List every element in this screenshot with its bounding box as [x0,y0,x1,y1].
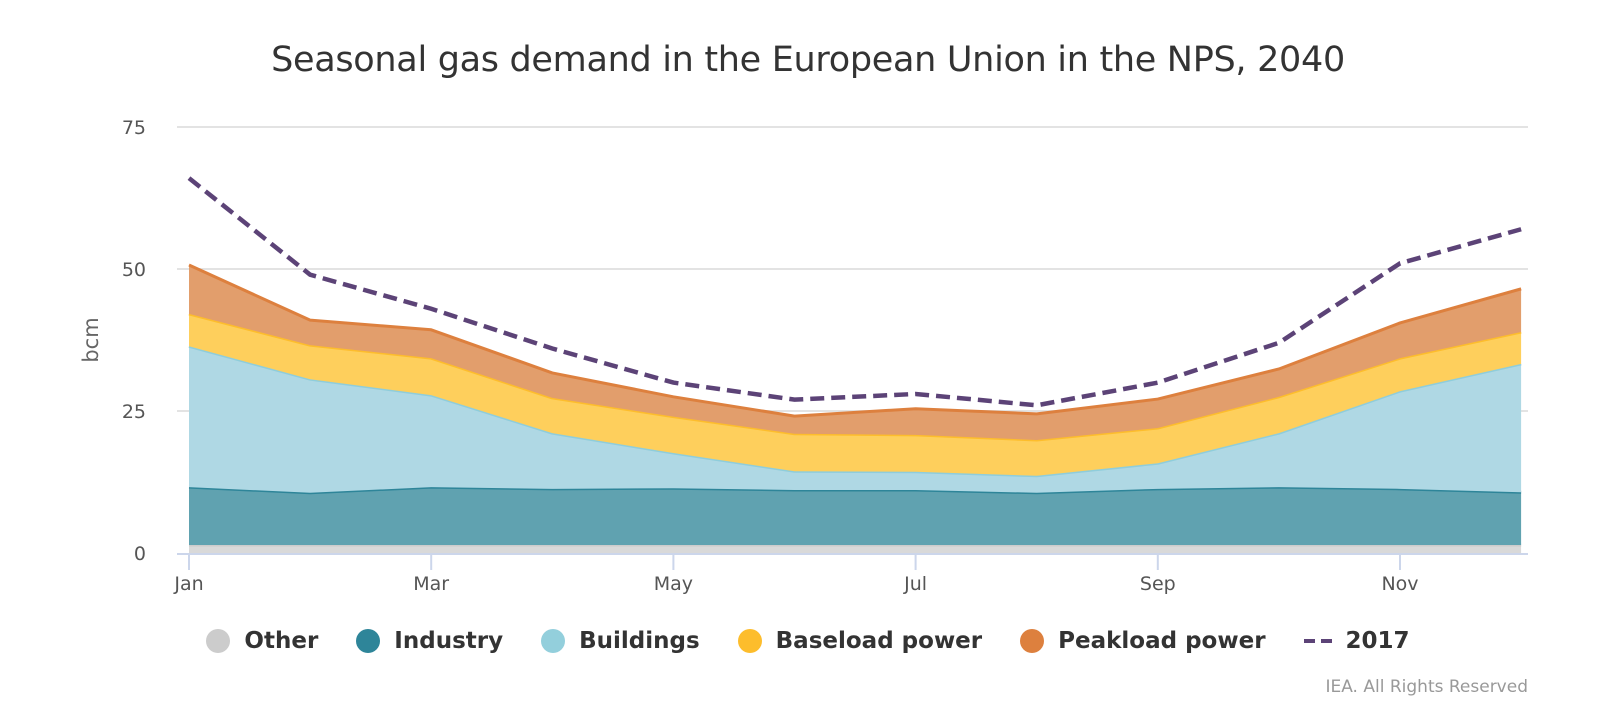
y-tick-label: 0 [134,543,146,565]
legend-marker-industry-icon [356,629,381,653]
credit-text: IEA. All Rights Reserved [1325,677,1528,697]
x-tick-label: May [654,573,693,595]
x-tick-label: Jul [903,573,927,595]
legend-item-2017[interactable]: 2017 [1303,628,1410,654]
legend-label: Buildings [579,628,700,654]
legend-item-peakload-power[interactable]: Peakload power [1020,628,1266,654]
y-axis-title: bcm [79,317,103,362]
legend-marker-buildings-icon [541,629,566,653]
legend-marker-dash-icon [1303,639,1332,643]
area-industry [189,487,1522,546]
y-tick-label: 75 [122,117,146,139]
y-tick-label: 50 [122,259,146,281]
legend-label: Baseload power [775,628,983,654]
legend-label: Peakload power [1058,628,1266,654]
area-baseload-power [189,313,1522,476]
line-series [187,176,1522,408]
x-tick-label: Nov [1381,573,1418,595]
area-edge-peakload-power [188,263,1522,418]
x-tick-label: Mar [413,573,449,595]
legend-item-other[interactable]: Other [206,628,318,654]
chart-title: Seasonal gas demand in the European Unio… [271,40,1345,80]
legend: Other Industry Buildings Baseload power … [0,628,1616,654]
x-tick-label: Jan [173,573,203,595]
legend-label: 2017 [1345,628,1410,654]
stacked-areas [188,263,1522,553]
legend-marker-peakload-icon [1020,629,1045,653]
legend-item-buildings[interactable]: Buildings [541,628,700,654]
area-peakload-power [189,265,1522,440]
legend-item-baseload-power[interactable]: Baseload power [737,628,983,654]
legend-label: Other [244,628,319,654]
legend-item-industry[interactable]: Industry [356,628,503,654]
y-tick-label: 25 [122,401,146,423]
axes: 0 25 50 75 Jan Mar May Jul Sep Nov [122,117,1528,595]
legend-marker-other-icon [206,629,231,653]
legend-marker-baseload-icon [737,629,762,653]
line-2017 [187,176,1522,408]
legend-label: Industry [394,628,504,654]
x-tick-label: Sep [1140,573,1176,595]
area-other [189,545,1522,553]
